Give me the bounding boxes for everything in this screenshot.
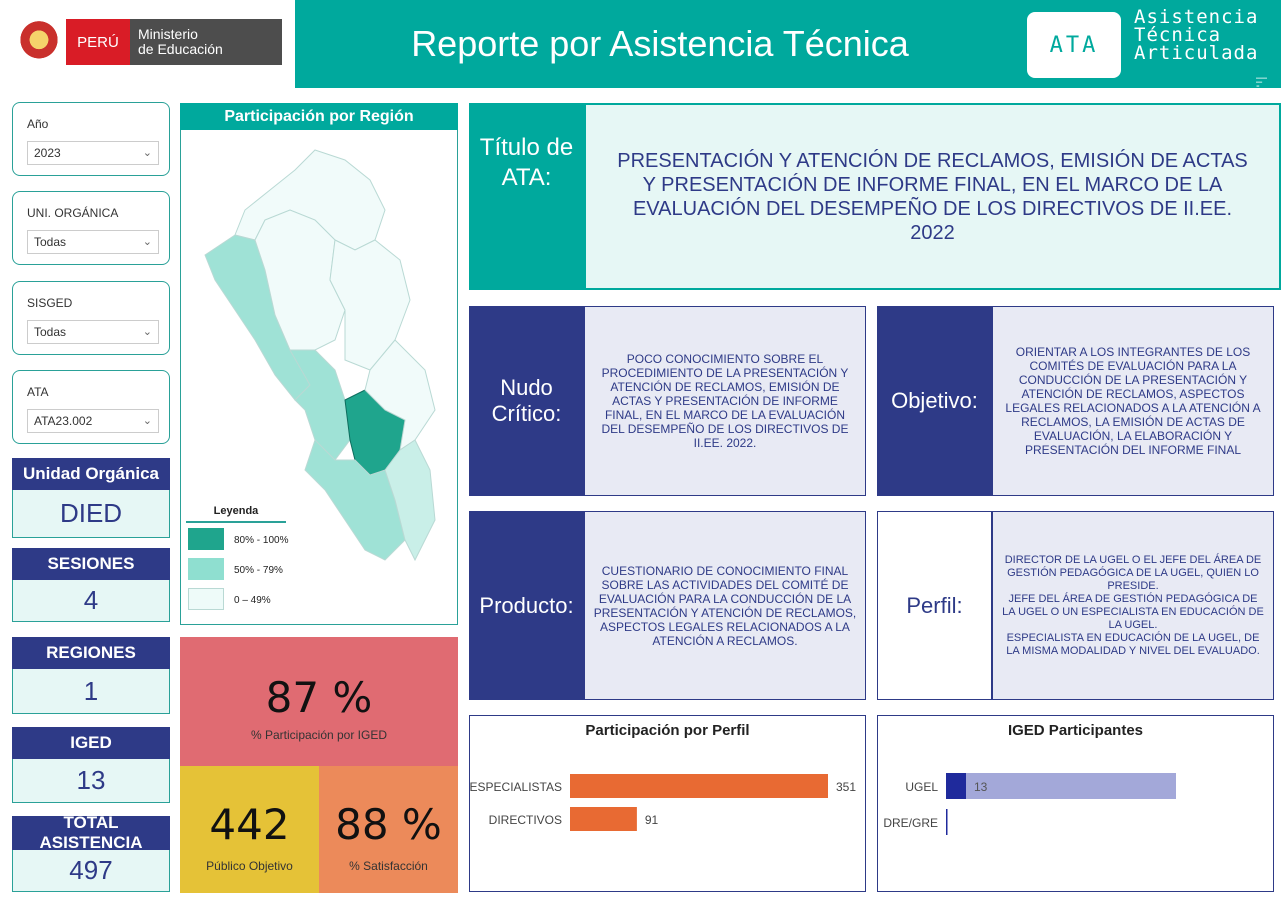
legend-title: Leyenda — [186, 505, 286, 523]
filter-unidad-label: UNI. ORGÁNICA — [27, 206, 119, 220]
perfil-text: DIRECTOR DE LA UGEL O EL JEFE DEL ÁREA D… — [992, 511, 1274, 700]
kpi-unidad-value: DIED — [12, 490, 170, 538]
filter-ata-label: ATA — [27, 385, 49, 399]
minedu-logo: PERÚ Ministerio de Educación — [12, 4, 282, 80]
page-title: Reporte por Asistencia Técnica — [411, 23, 909, 64]
legend-label-low: 0 – 49% — [234, 595, 271, 606]
ata-value: ATA23.002 — [34, 414, 93, 428]
kpi-unidad-header: Unidad Orgánica — [12, 458, 170, 490]
bar-bg-ugel — [946, 773, 1176, 799]
bar-value-especialistas: 351 — [836, 780, 856, 794]
chart-iged: IGED Participantes UGEL 13 DRE/GRE — [877, 715, 1274, 892]
bar-label-dregre: DRE/GRE — [883, 816, 938, 830]
kpi-total-header: TOTAL ASISTENCIA — [12, 813, 170, 852]
peru-map[interactable] — [195, 140, 445, 600]
peru-crest-icon — [20, 20, 58, 64]
peru-label: PERÚ — [66, 19, 130, 65]
chart-perfil-svg: ESPECIALISTAS 351 DIRECTIVOS 91 — [470, 774, 856, 831]
bar-ugel — [946, 773, 966, 799]
objetivo-text: ORIENTAR A LOS INTEGRANTES DE LOS COMITÉ… — [992, 306, 1274, 496]
ministry-line-2: de Educación — [138, 41, 223, 57]
legend-label-mid: 50% - 79% — [234, 565, 283, 576]
legend-swatch-high — [188, 528, 224, 550]
kpi-iged-value: 13 — [12, 759, 170, 803]
perfil-line-3: ESPECIALISTA EN EDUCACIÓN DE LA UGEL, DE… — [1006, 631, 1260, 657]
bar-directivos — [570, 807, 637, 831]
perfil-line-1: DIRECTOR DE LA UGEL O EL JEFE DEL ÁREA D… — [1004, 553, 1262, 592]
kpi-sesiones-header: SESIONES — [12, 548, 170, 580]
filter-sisged-label: SISGED — [27, 296, 73, 310]
bar-especialistas — [570, 774, 828, 798]
bar-value-ugel: 13 — [974, 780, 988, 794]
nudo-text: POCO CONOCIMIENTO SOBRE EL PROCEDIMIENTO… — [584, 306, 866, 496]
legend-swatch-mid — [188, 558, 224, 580]
chart-perfil-title: Participación por Perfil — [585, 722, 750, 739]
public-value: 442 — [209, 800, 290, 849]
sisged-dropdown[interactable]: Todas ⌄ — [27, 320, 159, 344]
participation-value: 87 % — [265, 673, 373, 722]
bar-label-directivos: DIRECTIVOS — [489, 813, 562, 827]
chevron-down-icon: ⌄ — [142, 147, 152, 159]
map-title: Participación por Región — [180, 103, 458, 130]
kpi-iged-header: IGED — [12, 727, 170, 759]
filter-year-label: Año — [27, 117, 49, 131]
public-label: Público Objetivo — [206, 859, 293, 873]
satisfaction-label: % Satisfacción — [349, 859, 428, 873]
sisged-value: Todas — [34, 325, 67, 339]
objetivo-label: Objetivo: — [877, 306, 992, 496]
chart-perfil: Participación por Perfil ESPECIALISTAS 35… — [469, 715, 866, 892]
bar-label-especialistas: ESPECIALISTAS — [470, 780, 562, 794]
year-dropdown[interactable]: 2023 ⌄ — [27, 141, 159, 165]
filter-sisged: SISGED Todas ⌄ — [12, 281, 170, 355]
filter-ata: ATA ATA23.002 ⌄ — [12, 370, 170, 444]
chart-iged-svg: UGEL 13 DRE/GRE — [883, 773, 1176, 835]
chart-iged-title: IGED Participantes — [1007, 722, 1144, 739]
ata-dropdown[interactable]: ATA23.002 ⌄ — [27, 409, 159, 433]
ata-full-line-3: Articulada — [1134, 42, 1259, 64]
ministry-label: Ministerio de Educación — [130, 19, 282, 65]
region-puno[interactable] — [384, 439, 436, 562]
nudo-label: Nudo Crítico: — [469, 306, 584, 496]
filter-year: Año 2023 ⌄ — [12, 102, 170, 176]
bar-value-directivos: 91 — [645, 813, 659, 827]
region-coast-center[interactable] — [289, 349, 351, 461]
kpi-total-value: 497 — [12, 850, 170, 892]
ata-title-label: Título de ATA: — [469, 103, 584, 290]
filter-icon[interactable]: — – - — [1256, 72, 1267, 92]
producto-label: Producto: — [469, 511, 584, 700]
bar-dregre — [946, 809, 948, 835]
perfil-line-2: JEFE DEL ÁREA DE GESTIÓN PEDAGÓGICA DE L… — [1002, 592, 1264, 631]
chevron-down-icon: ⌄ — [142, 415, 152, 427]
chevron-down-icon: ⌄ — [142, 236, 152, 248]
ata-title-text: PRESENTACIÓN Y ATENCIÓN DE RECLAMOS, EMI… — [584, 103, 1281, 290]
participation-label: % Participación por IGED — [250, 728, 388, 742]
perfil-label: Perfil: — [877, 511, 992, 700]
ata-full-line-2: Técnica — [1134, 24, 1222, 46]
satisfaction-value: 88 % — [335, 800, 442, 849]
kpi-regiones-header: REGIONES — [12, 637, 170, 669]
ata-full-line-1: Asistencia — [1134, 6, 1259, 28]
year-value: 2023 — [34, 146, 61, 160]
satisfaction-tile: 88 % % Satisfacción — [319, 766, 458, 893]
filter-unidad-organica: UNI. ORGÁNICA Todas ⌄ — [12, 191, 170, 265]
ata-badge: ATA — [1027, 12, 1121, 78]
legend-label-high: 80% - 100% — [234, 535, 289, 546]
unidad-dropdown[interactable]: Todas ⌄ — [27, 230, 159, 254]
public-tile: 442 Público Objetivo — [180, 766, 319, 893]
legend-swatch-low — [188, 588, 224, 610]
ata-full-name: Asistencia Técnica Articulada — [1134, 6, 1259, 64]
ministry-line-1: Ministerio — [138, 26, 198, 42]
kpi-sesiones-value: 4 — [12, 580, 170, 622]
chevron-down-icon: ⌄ — [142, 326, 152, 338]
kpi-regiones-value: 1 — [12, 669, 170, 714]
unidad-value: Todas — [34, 235, 67, 249]
producto-text: CUESTIONARIO DE CONOCIMIENTO FINAL SOBRE… — [584, 511, 866, 700]
bar-label-ugel: UGEL — [905, 780, 938, 794]
participation-tile: 87 % % Participación por IGED — [180, 637, 458, 766]
